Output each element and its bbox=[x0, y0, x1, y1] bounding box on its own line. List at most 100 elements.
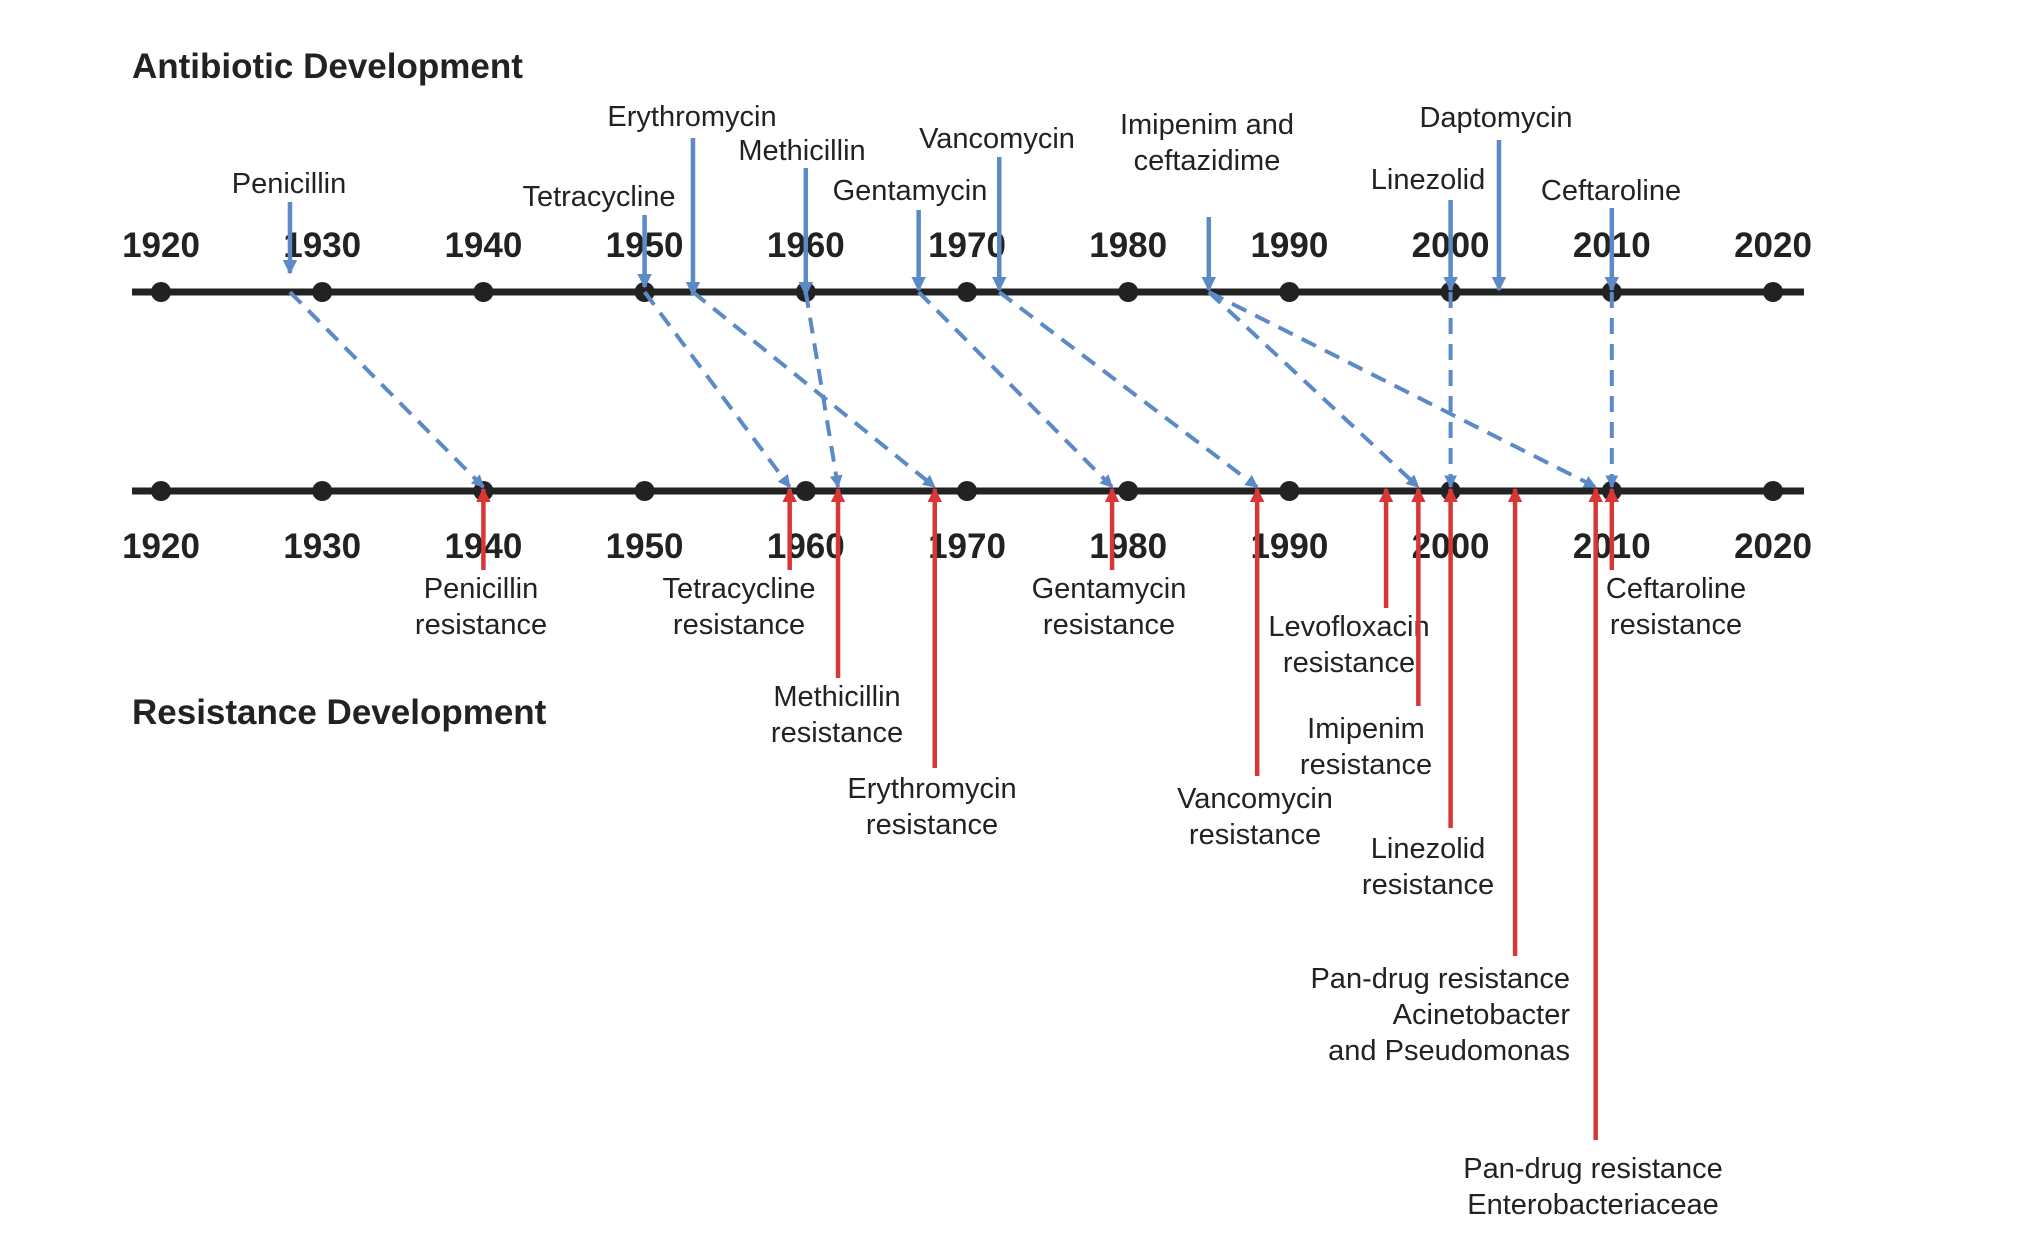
resistance-label: Vancomycin bbox=[1177, 783, 1333, 815]
year-marker-1940 bbox=[473, 282, 494, 302]
resistance-events: Penicillin resistance Tetracycline resistan… bbox=[415, 487, 1746, 1221]
year-label-1980: 1980 bbox=[1089, 527, 1167, 566]
antibiotic-label: Linezolid bbox=[1371, 164, 1485, 196]
resistance-label: resistance bbox=[1362, 869, 1494, 901]
antibiotic-timeline-axis: 1920 1930 1940 1950 1960 1970 1980 1990 2000 2010… bbox=[122, 226, 1812, 302]
year-marker-1970 bbox=[957, 282, 977, 302]
antibiotic-event-daptomycin: Daptomycin bbox=[1419, 102, 1573, 292]
resistance-label: Enterobacteriaceae bbox=[1467, 1189, 1719, 1221]
link-gentamycin-to-1979 bbox=[917, 290, 1114, 489]
antibiotic-label: Tetracycline bbox=[522, 181, 675, 213]
link-penicillin-to-1940 bbox=[288, 290, 485, 489]
year-label-2020: 2020 bbox=[1734, 226, 1812, 265]
development-to-resistance-links bbox=[288, 290, 1619, 489]
resistance-event-2010: Ceftaroline resistance bbox=[1604, 487, 1746, 641]
resistance-label: Erythromycin bbox=[847, 773, 1016, 805]
resistance-label: Methicillin bbox=[773, 681, 900, 713]
resistance-label: resistance bbox=[866, 809, 998, 841]
year-marker-1960 bbox=[795, 481, 816, 501]
antibiotic-event-ceftaroline: Ceftaroline bbox=[1541, 175, 1681, 292]
antibiotic-event-imipenim-and-ceftazidime: Imipenim and ceftazidime bbox=[1120, 109, 1294, 292]
resistance-label: resistance bbox=[415, 609, 547, 641]
resistance-event-1959: Tetracycline resistance bbox=[662, 487, 816, 641]
link-imipenim-and-ceftazidime-to-2009 bbox=[1207, 290, 1597, 489]
resistance-label: Penicillin bbox=[424, 573, 538, 605]
antibiotic-event-vancomycin: Vancomycin bbox=[919, 123, 1075, 292]
resistance-timeline-axis: 1920 1930 1940 1950 1960 1970 1980 1990 2000 2010… bbox=[122, 481, 1812, 566]
resistance-label: Levofloxacin bbox=[1268, 611, 1429, 643]
resistance-label: resistance bbox=[673, 609, 805, 641]
year-label-1990: 1990 bbox=[1250, 226, 1328, 265]
resistance-label: Pan-drug resistance bbox=[1310, 963, 1570, 995]
antibiotic-event-gentamycin: Gentamycin bbox=[833, 175, 988, 292]
link-tetracycline-to-1959 bbox=[642, 290, 792, 489]
antibiotic-label: Methicillin bbox=[738, 135, 865, 167]
antibiotic-label: Imipenim and bbox=[1120, 109, 1294, 141]
resistance-label: Tetracycline bbox=[662, 573, 815, 605]
year-marker-1980 bbox=[1118, 481, 1139, 501]
year-marker-2020 bbox=[1763, 282, 1783, 302]
year-marker-1980 bbox=[1118, 282, 1139, 302]
antibiotic-label: Vancomycin bbox=[919, 123, 1075, 155]
link-vancomycin-to-1988 bbox=[998, 290, 1259, 489]
year-label-1970: 1970 bbox=[928, 226, 1006, 265]
year-label-1940: 1940 bbox=[444, 226, 522, 265]
link-erythromycin-to-1968 bbox=[691, 290, 937, 489]
resistance-event-1968: Erythromycin resistance bbox=[847, 487, 1017, 841]
resistance-event-2000: Linezolid resistance bbox=[1362, 487, 1494, 901]
year-marker-1930 bbox=[312, 481, 333, 501]
antibiotic-label: Gentamycin bbox=[833, 175, 988, 207]
resistance-label: Linezolid bbox=[1371, 833, 1485, 865]
antibiotic-label: Ceftaroline bbox=[1541, 175, 1681, 207]
resistance-development-title: Resistance Development bbox=[132, 693, 547, 732]
antibiotic-development-title: Antibiotic Development bbox=[132, 47, 523, 86]
year-label-1920: 1920 bbox=[122, 527, 200, 566]
resistance-event-1979: Gentamycin resistance bbox=[1032, 487, 1187, 641]
resistance-event-1962: Methicillin resistance bbox=[771, 487, 903, 749]
resistance-label: Gentamycin bbox=[1032, 573, 1187, 605]
year-marker-1990 bbox=[1279, 481, 1300, 501]
year-label-1930: 1930 bbox=[283, 226, 361, 265]
link-imipenim-and-ceftazidime-to-1998 bbox=[1207, 290, 1420, 489]
year-label-1960: 1960 bbox=[767, 527, 845, 566]
year-marker-1930 bbox=[312, 282, 333, 302]
resistance-label: resistance bbox=[1043, 609, 1175, 641]
year-marker-1970 bbox=[957, 481, 977, 501]
year-marker-2020 bbox=[1763, 481, 1783, 501]
resistance-label: resistance bbox=[1189, 819, 1321, 851]
antibiotic-event-tetracycline: Tetracycline bbox=[522, 181, 676, 289]
antibiotic-event-penicillin: Penicillin bbox=[232, 168, 346, 275]
resistance-event-1998: Imipenim resistance bbox=[1300, 487, 1432, 781]
antibiotic-events: Penicillin Tetracycline ErythromycinMethic… bbox=[232, 101, 1681, 297]
resistance-event-1940: Penicillin resistance bbox=[415, 487, 547, 641]
antibiotic-label: Erythromycin bbox=[607, 101, 776, 133]
resistance-label: resistance bbox=[771, 717, 903, 749]
antibiotic-event-linezolid: Linezolid bbox=[1371, 164, 1485, 292]
resistance-event-1996: Levofloxacin resistance bbox=[1268, 487, 1430, 679]
resistance-event-2009: Pan-drug resistance Enterobacteriaceae bbox=[1463, 487, 1723, 1221]
resistance-label: Imipenim bbox=[1307, 713, 1425, 745]
resistance-label: resistance bbox=[1283, 647, 1415, 679]
resistance-event-2004: Pan-drug resistance Acinetobacter and Pseu… bbox=[1310, 487, 1571, 1067]
resistance-label: Pan-drug resistance bbox=[1463, 1153, 1723, 1185]
resistance-label: and Pseudomonas bbox=[1328, 1035, 1570, 1067]
year-marker-1920 bbox=[151, 481, 171, 501]
year-marker-1920 bbox=[151, 282, 171, 302]
year-label-1980: 1980 bbox=[1089, 226, 1167, 265]
link-methicillin-to-1962 bbox=[803, 291, 843, 489]
resistance-label: resistance bbox=[1610, 609, 1742, 641]
antibiotic-event-methicillin: Methicillin bbox=[738, 135, 866, 297]
resistance-label: Ceftaroline bbox=[1606, 573, 1746, 605]
year-marker-1950 bbox=[634, 481, 655, 501]
resistance-label: Acinetobacter bbox=[1393, 999, 1571, 1031]
year-label-1970: 1970 bbox=[928, 527, 1006, 566]
antibiotic-event-erythromycin: Erythromycin bbox=[607, 101, 777, 297]
antibiotic-label: ceftazidime bbox=[1134, 145, 1281, 177]
resistance-event-1988: Vancomycin resistance bbox=[1177, 487, 1333, 851]
year-label-1950: 1950 bbox=[606, 527, 684, 566]
year-marker-1990 bbox=[1279, 282, 1300, 302]
antibiotic-label: Daptomycin bbox=[1419, 102, 1572, 134]
year-label-1990: 1990 bbox=[1250, 527, 1328, 566]
year-label-1930: 1930 bbox=[283, 527, 361, 566]
